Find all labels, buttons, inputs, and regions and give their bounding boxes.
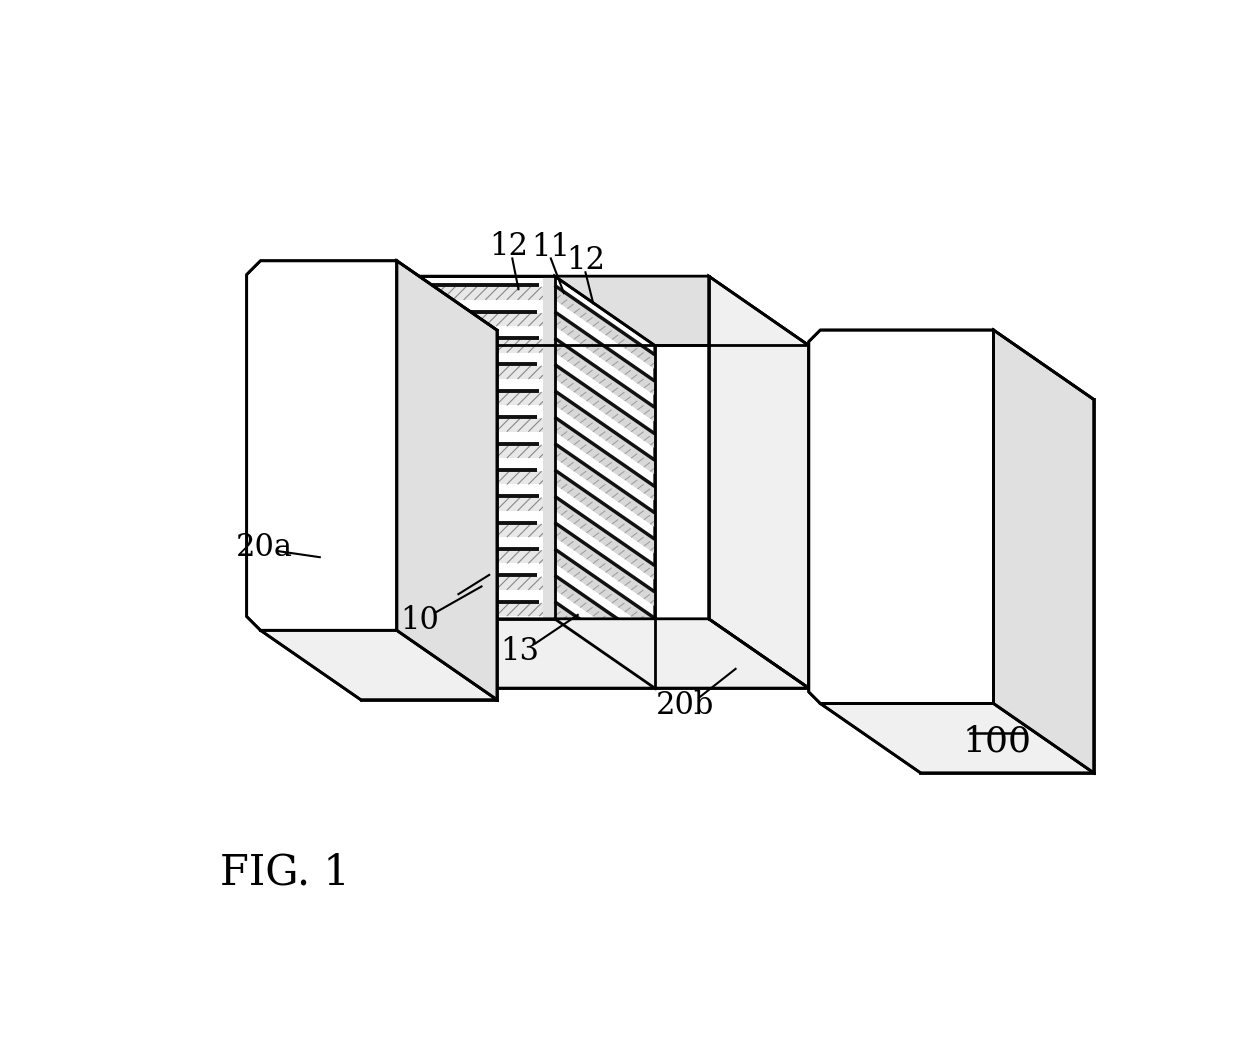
Polygon shape bbox=[808, 330, 993, 704]
Polygon shape bbox=[412, 287, 543, 300]
Text: 100: 100 bbox=[963, 724, 1032, 759]
Polygon shape bbox=[412, 603, 543, 616]
Polygon shape bbox=[412, 445, 543, 458]
Text: 20b: 20b bbox=[656, 690, 714, 720]
Polygon shape bbox=[708, 276, 808, 688]
Polygon shape bbox=[554, 287, 655, 370]
Polygon shape bbox=[554, 603, 655, 686]
Polygon shape bbox=[412, 471, 543, 484]
Polygon shape bbox=[247, 260, 397, 630]
Text: 12: 12 bbox=[489, 231, 528, 262]
Text: 10: 10 bbox=[401, 605, 439, 636]
Polygon shape bbox=[397, 260, 497, 699]
Polygon shape bbox=[412, 576, 543, 590]
Polygon shape bbox=[397, 276, 554, 618]
Polygon shape bbox=[412, 550, 543, 564]
Polygon shape bbox=[554, 276, 655, 688]
Polygon shape bbox=[554, 419, 655, 501]
Polygon shape bbox=[412, 419, 543, 432]
Polygon shape bbox=[412, 498, 543, 510]
Polygon shape bbox=[412, 524, 543, 538]
Polygon shape bbox=[412, 313, 543, 327]
Polygon shape bbox=[260, 630, 497, 699]
Polygon shape bbox=[412, 365, 543, 379]
Polygon shape bbox=[554, 339, 655, 422]
Polygon shape bbox=[554, 498, 655, 580]
Polygon shape bbox=[554, 392, 655, 475]
Polygon shape bbox=[554, 313, 655, 396]
Polygon shape bbox=[554, 550, 655, 633]
Polygon shape bbox=[412, 392, 543, 405]
Text: FIG. 1: FIG. 1 bbox=[219, 852, 350, 894]
Text: 20a: 20a bbox=[236, 531, 293, 563]
Text: 13: 13 bbox=[501, 635, 539, 667]
Polygon shape bbox=[554, 524, 655, 607]
Text: 12: 12 bbox=[565, 246, 605, 276]
Polygon shape bbox=[554, 576, 655, 659]
Polygon shape bbox=[397, 276, 808, 345]
Polygon shape bbox=[412, 339, 543, 353]
Polygon shape bbox=[397, 618, 808, 688]
Text: 11: 11 bbox=[531, 232, 570, 264]
Polygon shape bbox=[821, 704, 1094, 773]
Polygon shape bbox=[993, 330, 1094, 773]
Polygon shape bbox=[554, 471, 655, 553]
Polygon shape bbox=[397, 276, 412, 618]
Polygon shape bbox=[554, 365, 655, 448]
Polygon shape bbox=[554, 445, 655, 527]
Polygon shape bbox=[543, 276, 554, 618]
